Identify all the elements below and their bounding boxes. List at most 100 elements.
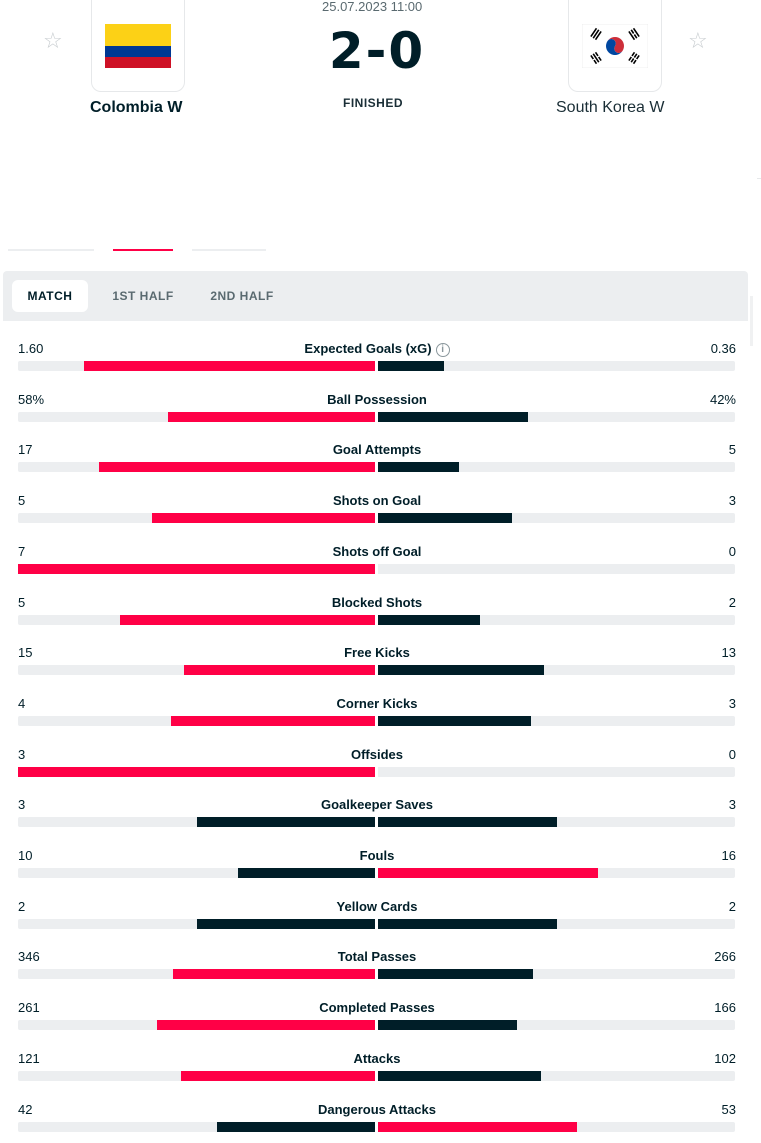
stat-row: 346 Total Passes 266 [18,938,736,988]
period-tabs: MATCH 1ST HALF 2ND HALF [3,271,748,321]
stat-away-bar-track [378,1020,735,1031]
stat-home-bar [171,715,375,726]
stat-away-bar-track [378,411,735,422]
stat-home-value: 17 [18,442,33,458]
stat-category-label: Corner Kicks [336,695,418,711]
stat-away-bar-track [378,665,735,676]
stat-category: Blocked Shots [18,595,736,610]
stat-category: Free Kicks [18,645,736,660]
stat-home-bar [237,868,375,878]
stat-away-bar-track [378,868,735,878]
stat-away-value: 13 [721,645,736,661]
stat-away-value: 266 [714,949,736,965]
stat-category-label: Blocked Shots [331,594,423,610]
stat-row: 4 Corner Kicks 3 [18,685,736,735]
stat-away-bar-track [378,817,735,828]
stat-category: Dangerous Attacks [18,1102,736,1117]
stat-away-value: 0 [728,746,736,762]
stat-category: Offsides [18,747,736,762]
stat-category: Expected Goals (xG) i [18,341,736,357]
stat-home-value: 42 [18,1101,33,1117]
stat-away-bar [378,1121,578,1132]
stat-category-label: Completed Passes [319,1000,435,1016]
stat-row: 5 Shots on Goal 3 [18,482,736,532]
stat-category: Shots on Goal [18,493,736,508]
scrollbar[interactable] [750,296,753,346]
stat-row: 7 Shots off Goal 0 [18,533,736,583]
stat-home-bar [181,1070,375,1081]
stat-home-bar [173,969,375,980]
stat-home-value: 5 [18,594,26,610]
stat-category: Total Passes [18,949,736,964]
south-korea-flag-icon [582,23,648,68]
stat-away-bar-track [378,1121,735,1132]
stat-away-value: 3 [728,797,736,813]
stat-row: 2 Yellow Cards 2 [18,888,736,938]
stat-home-bar [167,411,375,422]
stat-home-bar-track [18,1121,375,1132]
nav-tab-underline[interactable] [8,249,94,251]
stat-home-bar-track [18,563,375,574]
stat-row: 261 Completed Passes 166 [18,989,736,1039]
stat-away-value: 166 [714,1000,736,1016]
tab-1st-half[interactable]: 1ST HALF [112,289,174,303]
stat-home-bar-track [18,766,375,777]
home-team-name[interactable]: Colombia W [90,99,183,116]
stat-away-bar-track [378,918,735,929]
stat-away-bar [378,614,480,625]
stat-row: 17 Goal Attempts 5 [18,431,736,481]
stat-category-label: Dangerous Attacks [318,1101,436,1117]
stat-home-bar [18,766,375,777]
stat-home-value: 3 [18,746,26,762]
home-team-logo[interactable] [91,0,185,92]
stat-away-value: 0.36 [710,341,736,356]
favorite-away-star-icon[interactable]: ☆ [688,28,708,53]
info-icon[interactable]: i [435,343,450,357]
stat-row: 15 Free Kicks 13 [18,634,736,684]
stat-home-value: 261 [18,1000,40,1016]
stat-home-value: 4 [18,695,26,711]
stat-away-bar [378,462,460,473]
nav-tab-underline-active[interactable] [113,249,173,251]
stat-away-bar [378,969,534,980]
stat-row: 5 Blocked Shots 2 [18,584,736,634]
stat-home-value: 7 [18,543,26,559]
match-header: ☆ Colombia W 25.07.2023 11:00 2-0 FINISH… [0,0,761,250]
tab-match[interactable]: MATCH [12,280,88,312]
stat-category-label: Yellow Cards [336,898,418,914]
stat-row: 3 Goalkeeper Saves 3 [18,786,736,836]
stat-category: Ball Possession [18,392,736,407]
stat-category-label: Attacks [353,1050,401,1066]
stat-category-label: Goal Attempts [332,442,422,458]
stat-home-bar [83,361,375,371]
stat-home-bar-track [18,614,375,625]
tab-2nd-half[interactable]: 2ND HALF [210,289,274,303]
stat-home-bar [156,1020,375,1031]
stat-home-bar-track [18,1020,375,1031]
stat-home-value: 58% [18,391,45,407]
stat-row: 121 Attacks 102 [18,1040,736,1090]
stat-category-label: Free Kicks [344,645,410,661]
stat-home-bar-track [18,361,375,371]
stat-away-bar [378,1070,542,1081]
stat-category: Completed Passes [18,1000,736,1015]
stat-away-value: 2 [728,594,736,610]
away-team-name[interactable]: South Korea W [556,99,665,116]
favorite-home-star-icon[interactable]: ☆ [43,28,63,53]
stat-home-value: 1.60 [18,341,44,356]
stat-category: Yellow Cards [18,899,736,914]
stat-category: Goal Attempts [18,442,736,457]
stat-home-bar [151,513,375,524]
stat-home-value: 5 [18,493,26,509]
colombia-flag-icon [105,23,171,68]
stat-away-bar-track [378,766,735,777]
stat-away-bar-track [378,969,735,980]
stat-away-bar [378,817,557,828]
stat-home-value: 3 [18,797,26,813]
nav-tab-underline[interactable] [192,249,266,251]
stat-row: 1.60 Expected Goals (xG) i 0.36 [18,330,736,380]
stat-home-bar-track [18,918,375,929]
stat-away-value: 53 [721,1101,736,1117]
away-team-logo[interactable] [568,0,662,92]
stat-category-label: Shots on Goal [332,493,422,509]
